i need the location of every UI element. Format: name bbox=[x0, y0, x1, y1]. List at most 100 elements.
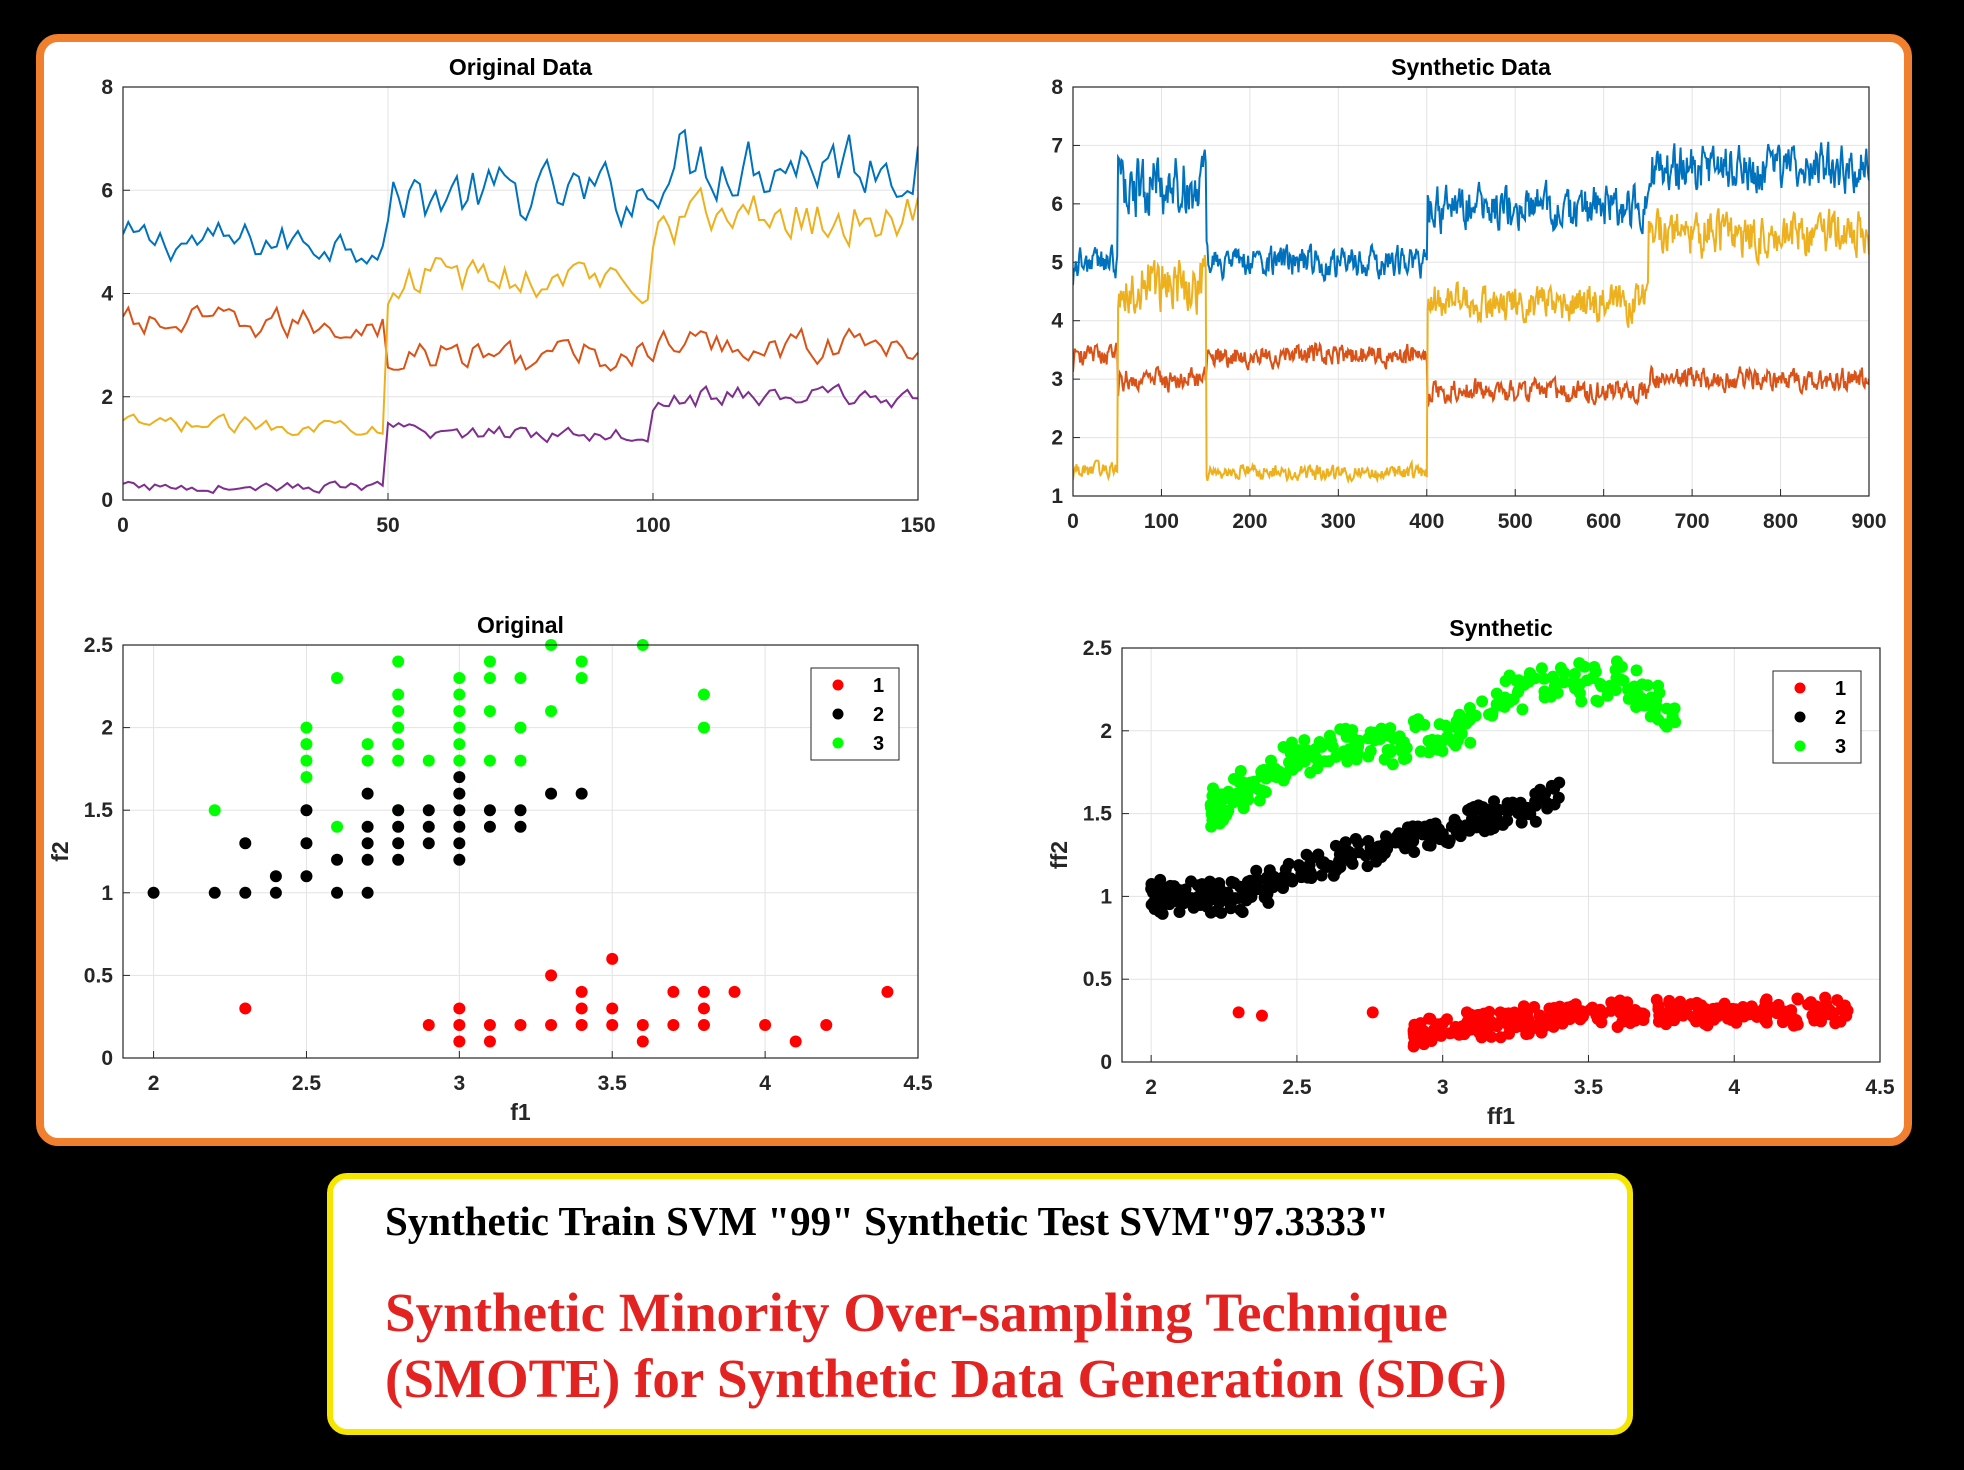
point-class-1 bbox=[453, 1035, 466, 1048]
point-class-2 bbox=[1505, 799, 1518, 812]
point-class-2 bbox=[422, 804, 435, 817]
point-class-2 bbox=[1177, 897, 1190, 910]
legend-label-1: 1 bbox=[873, 675, 884, 697]
point-class-2 bbox=[1483, 815, 1496, 828]
point-class-2 bbox=[1365, 841, 1378, 854]
point-class-3 bbox=[1586, 672, 1599, 685]
point-class-2 bbox=[1408, 845, 1421, 858]
point-class-2 bbox=[1187, 892, 1200, 905]
x-tick-label: 2.5 bbox=[292, 1072, 322, 1095]
point-class-1 bbox=[1485, 1030, 1498, 1043]
x-axis-label: f1 bbox=[510, 1099, 531, 1125]
point-class-2 bbox=[1545, 779, 1558, 792]
point-class-2 bbox=[1229, 892, 1242, 905]
point-class-1 bbox=[667, 985, 680, 998]
chart-2: 0 100 200 300 400 500 600 700 800 900 1 2 3 4 5 6 7 8 Synt… bbox=[1051, 54, 1886, 533]
point-class-2 bbox=[514, 804, 527, 817]
point-class-2 bbox=[361, 837, 374, 850]
point-class-1 bbox=[759, 1018, 772, 1031]
point-class-3 bbox=[392, 754, 405, 767]
point-class-1 bbox=[1711, 1010, 1724, 1023]
point-class-1 bbox=[1417, 1030, 1430, 1043]
point-class-1 bbox=[1818, 1005, 1831, 1018]
point-class-2 bbox=[1414, 825, 1427, 838]
point-class-3 bbox=[1424, 744, 1437, 757]
point-class-3 bbox=[1615, 660, 1628, 673]
point-class-1 bbox=[1481, 1011, 1494, 1024]
point-class-1 bbox=[1508, 1006, 1521, 1019]
point-class-2 bbox=[1228, 877, 1241, 890]
point-class-3 bbox=[300, 754, 313, 767]
point-class-2 bbox=[1394, 836, 1407, 849]
point-class-3 bbox=[575, 655, 588, 668]
legend-label-3: 3 bbox=[873, 733, 884, 755]
y-tick-label: 2 bbox=[1100, 720, 1112, 743]
point-class-3 bbox=[1422, 734, 1435, 747]
x-tick-label: 200 bbox=[1232, 510, 1267, 533]
point-class-1 bbox=[1629, 1014, 1642, 1027]
point-class-2 bbox=[1153, 899, 1166, 912]
point-class-2 bbox=[392, 820, 405, 833]
point-class-2 bbox=[1279, 869, 1292, 882]
point-class-2 bbox=[453, 771, 466, 784]
caption-title-line1: Synthetic Minority Over-sampling Techniq… bbox=[385, 1282, 1448, 1343]
point-class-2 bbox=[1429, 817, 1442, 830]
point-class-1 bbox=[1594, 1003, 1607, 1016]
point-class-3 bbox=[697, 688, 710, 701]
axes-frame bbox=[122, 86, 919, 501]
y-tick-label: 6 bbox=[1051, 193, 1063, 216]
point-class-3 bbox=[1664, 703, 1677, 716]
point-class-3 bbox=[392, 705, 405, 718]
series-line-4 bbox=[123, 383, 918, 495]
point-class-2 bbox=[1300, 848, 1313, 861]
point-class-1 bbox=[1577, 1010, 1590, 1023]
point-class-1 bbox=[1232, 1006, 1245, 1019]
point-class-1 bbox=[606, 1018, 619, 1031]
y-tick-label: 2 bbox=[101, 386, 113, 409]
x-tick-label: 3.5 bbox=[598, 1072, 628, 1095]
point-class-1 bbox=[1746, 1002, 1759, 1015]
point-class-3 bbox=[1486, 707, 1499, 720]
point-class-2 bbox=[453, 787, 466, 800]
point-class-1 bbox=[1440, 1013, 1453, 1026]
plot-area bbox=[1122, 648, 1880, 1062]
point-class-2 bbox=[1204, 906, 1217, 919]
point-class-3 bbox=[331, 672, 344, 685]
axes-frame bbox=[122, 644, 919, 1059]
point-class-2 bbox=[269, 886, 282, 899]
point-class-3 bbox=[1649, 700, 1662, 713]
point-class-2 bbox=[1262, 896, 1275, 909]
point-class-1 bbox=[1677, 1006, 1690, 1019]
y-tick-label: 5 bbox=[1051, 251, 1063, 274]
point-class-3 bbox=[483, 754, 496, 767]
x-tick-label: 4.5 bbox=[903, 1072, 933, 1095]
point-class-1 bbox=[697, 985, 710, 998]
x-tick-label: 400 bbox=[1409, 510, 1444, 533]
x-tick-label: 4 bbox=[1728, 1076, 1740, 1099]
point-class-3 bbox=[331, 820, 344, 833]
point-class-3 bbox=[453, 721, 466, 734]
legend-marker-2 bbox=[1794, 711, 1806, 723]
point-class-3 bbox=[300, 738, 313, 751]
point-class-2 bbox=[483, 820, 496, 833]
point-class-2 bbox=[1448, 813, 1461, 826]
point-class-3 bbox=[453, 738, 466, 751]
axes-frame bbox=[1072, 86, 1870, 497]
point-class-1 bbox=[1366, 1006, 1379, 1019]
point-class-2 bbox=[422, 820, 435, 833]
point-class-1 bbox=[1548, 1001, 1561, 1014]
point-class-2 bbox=[1501, 814, 1514, 827]
point-class-3 bbox=[1208, 802, 1221, 815]
x-tick-label: 600 bbox=[1586, 510, 1621, 533]
point-class-3 bbox=[1315, 740, 1328, 753]
chart-4: 2 2.5 3 3.5 4 4.5 0 0.5 1 1.5 2 2.5 Synthetic ff1 ff2 1… bbox=[1046, 615, 1895, 1129]
point-class-1 bbox=[453, 1002, 466, 1015]
y-tick-label: 0 bbox=[1100, 1051, 1112, 1074]
point-class-1 bbox=[1760, 993, 1773, 1006]
x-tick-label: 150 bbox=[900, 514, 935, 537]
point-class-2 bbox=[422, 837, 435, 850]
point-class-2 bbox=[392, 837, 405, 850]
point-class-1 bbox=[1424, 1012, 1437, 1025]
point-class-2 bbox=[453, 853, 466, 866]
point-class-1 bbox=[453, 1018, 466, 1031]
